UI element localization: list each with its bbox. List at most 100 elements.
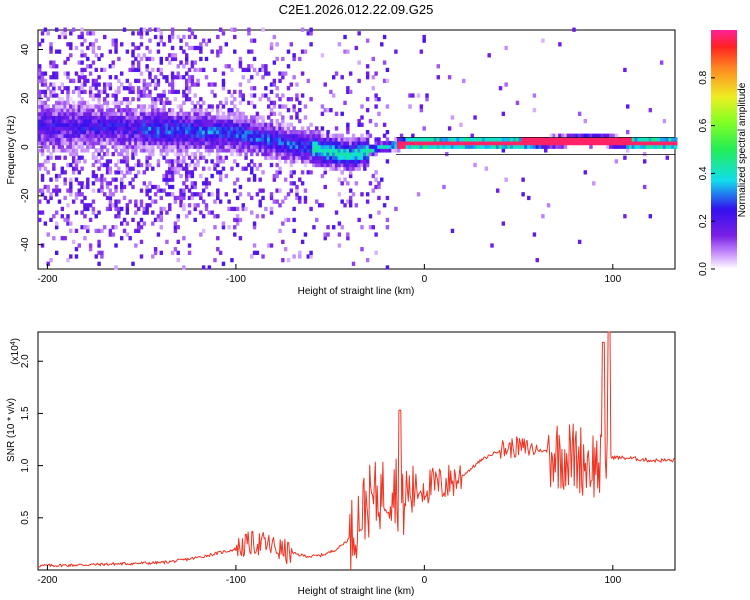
spectrogram-cell <box>623 214 627 219</box>
spectrogram-cell <box>323 137 327 142</box>
spectrogram-cell <box>295 144 299 149</box>
spectrogram-cell <box>156 108 161 113</box>
spectrogram-cell <box>97 210 101 215</box>
spectrogram-cell <box>295 111 299 116</box>
spectrogram-cell <box>196 45 200 51</box>
spectrogram-cell <box>142 181 147 186</box>
spectrogram-cell <box>80 192 84 197</box>
spectrogram-cell <box>142 53 147 58</box>
spectrogram-cell <box>343 148 347 153</box>
spectrogram-cell <box>592 181 596 186</box>
spectrogram-cell <box>264 206 268 212</box>
spectrogram-cell <box>71 133 76 138</box>
spectrogram-cell <box>374 250 378 255</box>
spectrogram-cell <box>374 137 378 142</box>
spectrogram-cell <box>57 173 62 179</box>
spectrogram-cell <box>43 119 48 124</box>
spectrogram-cell <box>83 108 87 113</box>
spectrogram-cell <box>674 140 678 146</box>
spectrogram-cell <box>145 126 149 131</box>
spectrogram-cell <box>80 137 84 142</box>
spectrogram-cell <box>136 67 141 73</box>
spectrogram-cell <box>309 170 313 175</box>
spectrogram-cell <box>286 151 291 157</box>
spectrogram-cell <box>642 184 647 190</box>
spectrogram-cell <box>170 144 175 149</box>
spectrogram-cell <box>83 82 87 87</box>
spectrogram-cell <box>97 82 101 87</box>
spectrogram-cell <box>40 173 45 179</box>
spectrogram-cell <box>283 144 288 149</box>
spectrogram-cell <box>176 214 180 219</box>
spectrogram-cell <box>80 111 84 116</box>
spectrogram-cell <box>43 184 48 190</box>
spectrogram-cell <box>94 159 98 164</box>
spectrogram-cell <box>504 45 508 51</box>
spectrogram-cell <box>315 199 319 204</box>
spectrogram-cell <box>269 45 274 51</box>
spectrogram-cell <box>176 144 180 149</box>
spectrogram-cell <box>648 214 653 219</box>
spectrogram-cell <box>300 133 305 138</box>
spectrogram-cell <box>377 148 381 153</box>
spectrogram-cell <box>589 133 593 138</box>
spectrogram-cell <box>52 86 56 91</box>
spectrogram-cell <box>357 151 361 157</box>
spectrogram-cell <box>46 159 50 164</box>
spectrogram-cell <box>49 49 53 54</box>
spectrogram-cell <box>103 82 107 87</box>
spectrogram-cell <box>292 159 296 164</box>
spectrogram-cell <box>218 155 223 160</box>
spectrogram-cell <box>436 64 441 69</box>
spectrogram-cell <box>91 104 96 109</box>
spectrogram-cell <box>136 206 141 212</box>
spectrogram-cell <box>196 159 200 164</box>
spectrogram-cell <box>527 144 531 149</box>
spectrogram-cell <box>170 162 175 168</box>
spectrogram-cell <box>182 181 186 186</box>
spectrogram-cell <box>442 144 446 149</box>
spectrogram-cell <box>168 133 172 138</box>
spectrogram-cell <box>86 100 90 105</box>
spectrogram-cell <box>204 122 209 127</box>
spectrogram-cell <box>159 250 163 255</box>
spectrogram-cell <box>156 137 161 142</box>
spectrogram-cell <box>286 217 291 223</box>
spectrogram-cell <box>250 49 254 54</box>
spectrogram-cell <box>43 126 48 131</box>
spectrogram-cell <box>40 162 45 168</box>
spectrogram-cell <box>374 104 378 109</box>
spectrogram-cell <box>213 119 217 124</box>
spectrogram-cell <box>119 108 124 113</box>
spectrogram-cell <box>151 210 155 215</box>
spectrogram-cell <box>190 60 195 65</box>
spectrogram-cell <box>162 140 166 146</box>
spectrogram-cell <box>207 166 212 171</box>
spectrogram-cell <box>131 177 135 182</box>
spectrogram-cell <box>46 97 50 102</box>
spectrogram-cell <box>199 232 203 237</box>
spectrogram-cell <box>594 137 599 142</box>
spectrogram-cell <box>351 151 356 157</box>
spectrogram-cell <box>275 133 279 138</box>
spectrogram-cell <box>170 119 175 124</box>
spectrogram-cell <box>128 82 132 87</box>
spectrogram-cell <box>114 162 118 168</box>
spectrogram-cell <box>139 217 144 223</box>
spectrogram-cell <box>332 137 336 142</box>
spectrogram-cell <box>49 60 53 65</box>
spectrogram-cell <box>340 162 344 168</box>
spectrogram-cell <box>312 151 316 157</box>
spectrogram-cell <box>315 217 319 223</box>
spectrogram-cell <box>66 108 70 113</box>
spectrogram-cell <box>382 140 387 146</box>
spectrogram-cell <box>346 49 350 54</box>
spectrogram-cell <box>332 148 336 153</box>
spectrogram-cell <box>235 144 240 149</box>
spectrogram-cell <box>131 115 135 120</box>
spectrogram-cell <box>185 214 189 219</box>
spectrogram-cell <box>122 86 127 91</box>
spectrogram-cell <box>83 148 87 153</box>
spectrogram-cell <box>309 129 313 135</box>
spectrogram-cell <box>69 42 73 47</box>
